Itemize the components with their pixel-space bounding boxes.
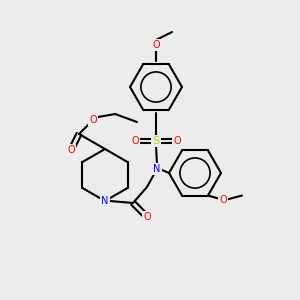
Text: O: O — [219, 194, 227, 205]
Text: O: O — [131, 136, 139, 146]
Text: O: O — [67, 145, 75, 155]
Text: O: O — [173, 136, 181, 146]
Text: O: O — [89, 115, 97, 125]
Text: S: S — [152, 136, 160, 146]
Text: N: N — [153, 164, 161, 174]
Text: N: N — [101, 196, 109, 206]
Text: O: O — [143, 212, 151, 222]
Text: O: O — [152, 40, 160, 50]
